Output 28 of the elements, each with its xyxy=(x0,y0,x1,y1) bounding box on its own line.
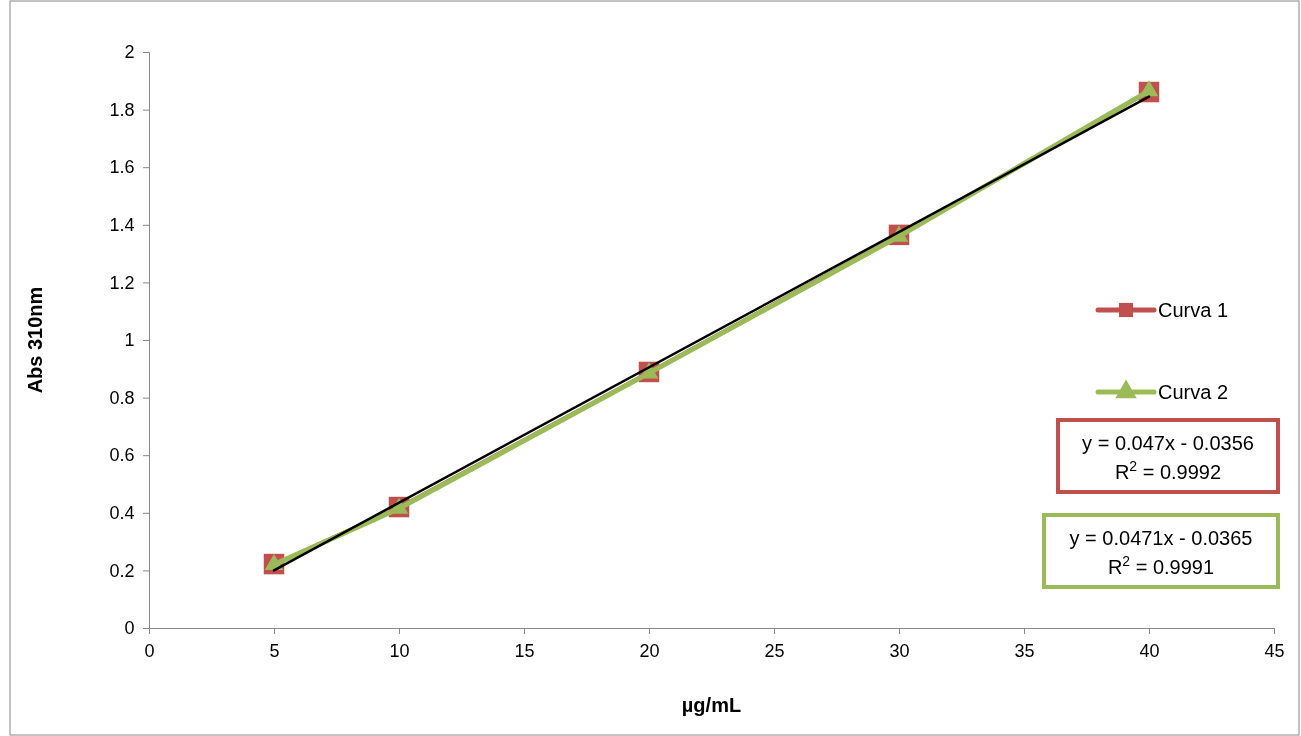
annotation: y = 0.047x - 0.0356 R$^{2}$ = 0.9992 xyxy=(1082,432,1254,483)
y-tick-label: 1.4 xyxy=(109,215,135,236)
point xyxy=(1139,80,1159,97)
x-tick-label: 15 xyxy=(514,640,535,661)
y-tick-label: 0.6 xyxy=(109,445,135,466)
y-tick-label: 0.2 xyxy=(109,560,135,581)
y-tick-label: 1.8 xyxy=(109,99,135,120)
x-axis-title: µg/mL xyxy=(681,694,742,716)
x-tick-label: 30 xyxy=(889,640,910,661)
y-tick-label: 1.6 xyxy=(109,157,135,178)
annotation: y = 0.0471x - 0.0365 R$^{2}$ = 0.9991 xyxy=(1069,527,1253,578)
x-tick-label: 40 xyxy=(1139,640,1160,661)
y-tick-label: 0 xyxy=(124,618,135,639)
x-tick-label: 0 xyxy=(144,640,155,661)
x-tick-label: 35 xyxy=(1014,640,1035,661)
y-tick-label: 0.8 xyxy=(109,387,135,408)
x-tick-label: 5 xyxy=(269,640,280,661)
x-tick-label: 25 xyxy=(764,640,785,661)
y-tick-label: 2 xyxy=(124,42,135,63)
legend-label: Curva 2 xyxy=(1158,381,1229,403)
y-axis-title: Abs 310nm xyxy=(24,286,46,394)
x-tick-label: 10 xyxy=(389,640,410,661)
y-tick-label: 0.4 xyxy=(109,503,135,524)
x-tick-label: 20 xyxy=(639,640,660,661)
x-tick-label: 45 xyxy=(1264,640,1285,661)
y-tick-label: 1.2 xyxy=(109,272,135,293)
y-tick-label: 1 xyxy=(124,330,135,351)
legend-label: Curva 1 xyxy=(1158,299,1229,321)
